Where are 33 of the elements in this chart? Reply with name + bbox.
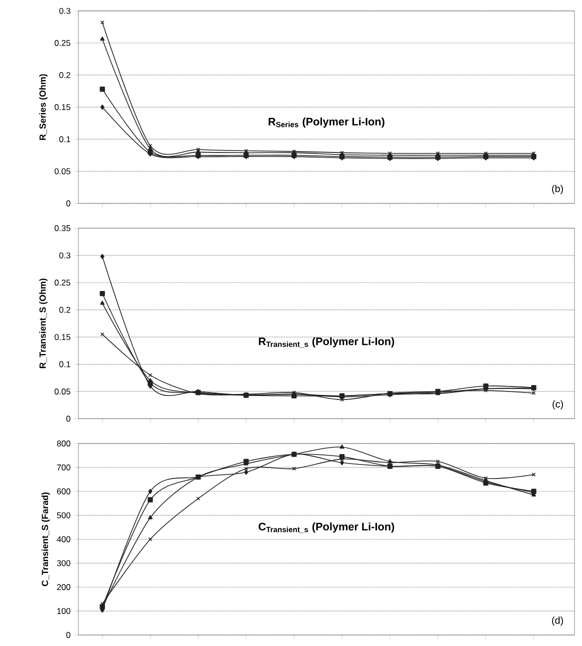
y-tick-label: 0.3 [59, 252, 70, 258]
y-tick-label: 0 [66, 200, 70, 206]
text: $\text{R}_{\text{Series}}\text{ (Polymer Li-Ion)}$ [268, 117, 384, 128]
annotation: (c) [552, 400, 563, 410]
y-tick-label: 0.1 [59, 136, 70, 142]
y-axis-title: R_Transient_S (Ohm) [39, 278, 48, 368]
y-axis-title: C_Transient_S (Farad) [41, 492, 50, 586]
y-axis-title: R_Series (Ohm) [39, 74, 48, 140]
y-tick-label: 0 [66, 632, 70, 638]
y-tick-label: 300 [56, 560, 70, 566]
y-tick-label: 500 [56, 512, 70, 518]
y-tick-label: 0.35 [54, 225, 70, 232]
y-tick-label: 200 [56, 584, 70, 590]
annotation: (b) [552, 184, 563, 194]
y-tick-label: 0.3 [59, 8, 70, 14]
y-tick-label: 0.15 [54, 334, 70, 340]
y-tick-label: 0.25 [54, 280, 70, 286]
y-tick-label: 0.05 [54, 388, 70, 394]
y-tick-label: 100 [57, 608, 70, 614]
y-tick-label: 0 [66, 416, 70, 422]
y-tick-label: 700 [56, 464, 70, 470]
y-tick-label: 800 [56, 440, 70, 446]
y-tick-label: 0.2 [59, 306, 70, 313]
text: $\text{R}_{\text{Transient\_s}}\text{ (Polymer Li-Ion)}$ [258, 337, 394, 348]
y-tick-label: 0.25 [54, 40, 70, 46]
y-tick-label: 400 [56, 536, 70, 542]
y-tick-label: 0.1 [59, 361, 70, 368]
y-tick-label: 600 [56, 488, 70, 494]
annotation: (d) [552, 616, 563, 626]
y-tick-label: 0.15 [54, 104, 70, 110]
text: $\text{C}_{\text{Transient\_s}}\text{ (Polymer Li-Ion)}$ [258, 522, 394, 534]
y-tick-label: 0.2 [59, 72, 70, 78]
y-tick-label: 0.05 [54, 168, 70, 174]
